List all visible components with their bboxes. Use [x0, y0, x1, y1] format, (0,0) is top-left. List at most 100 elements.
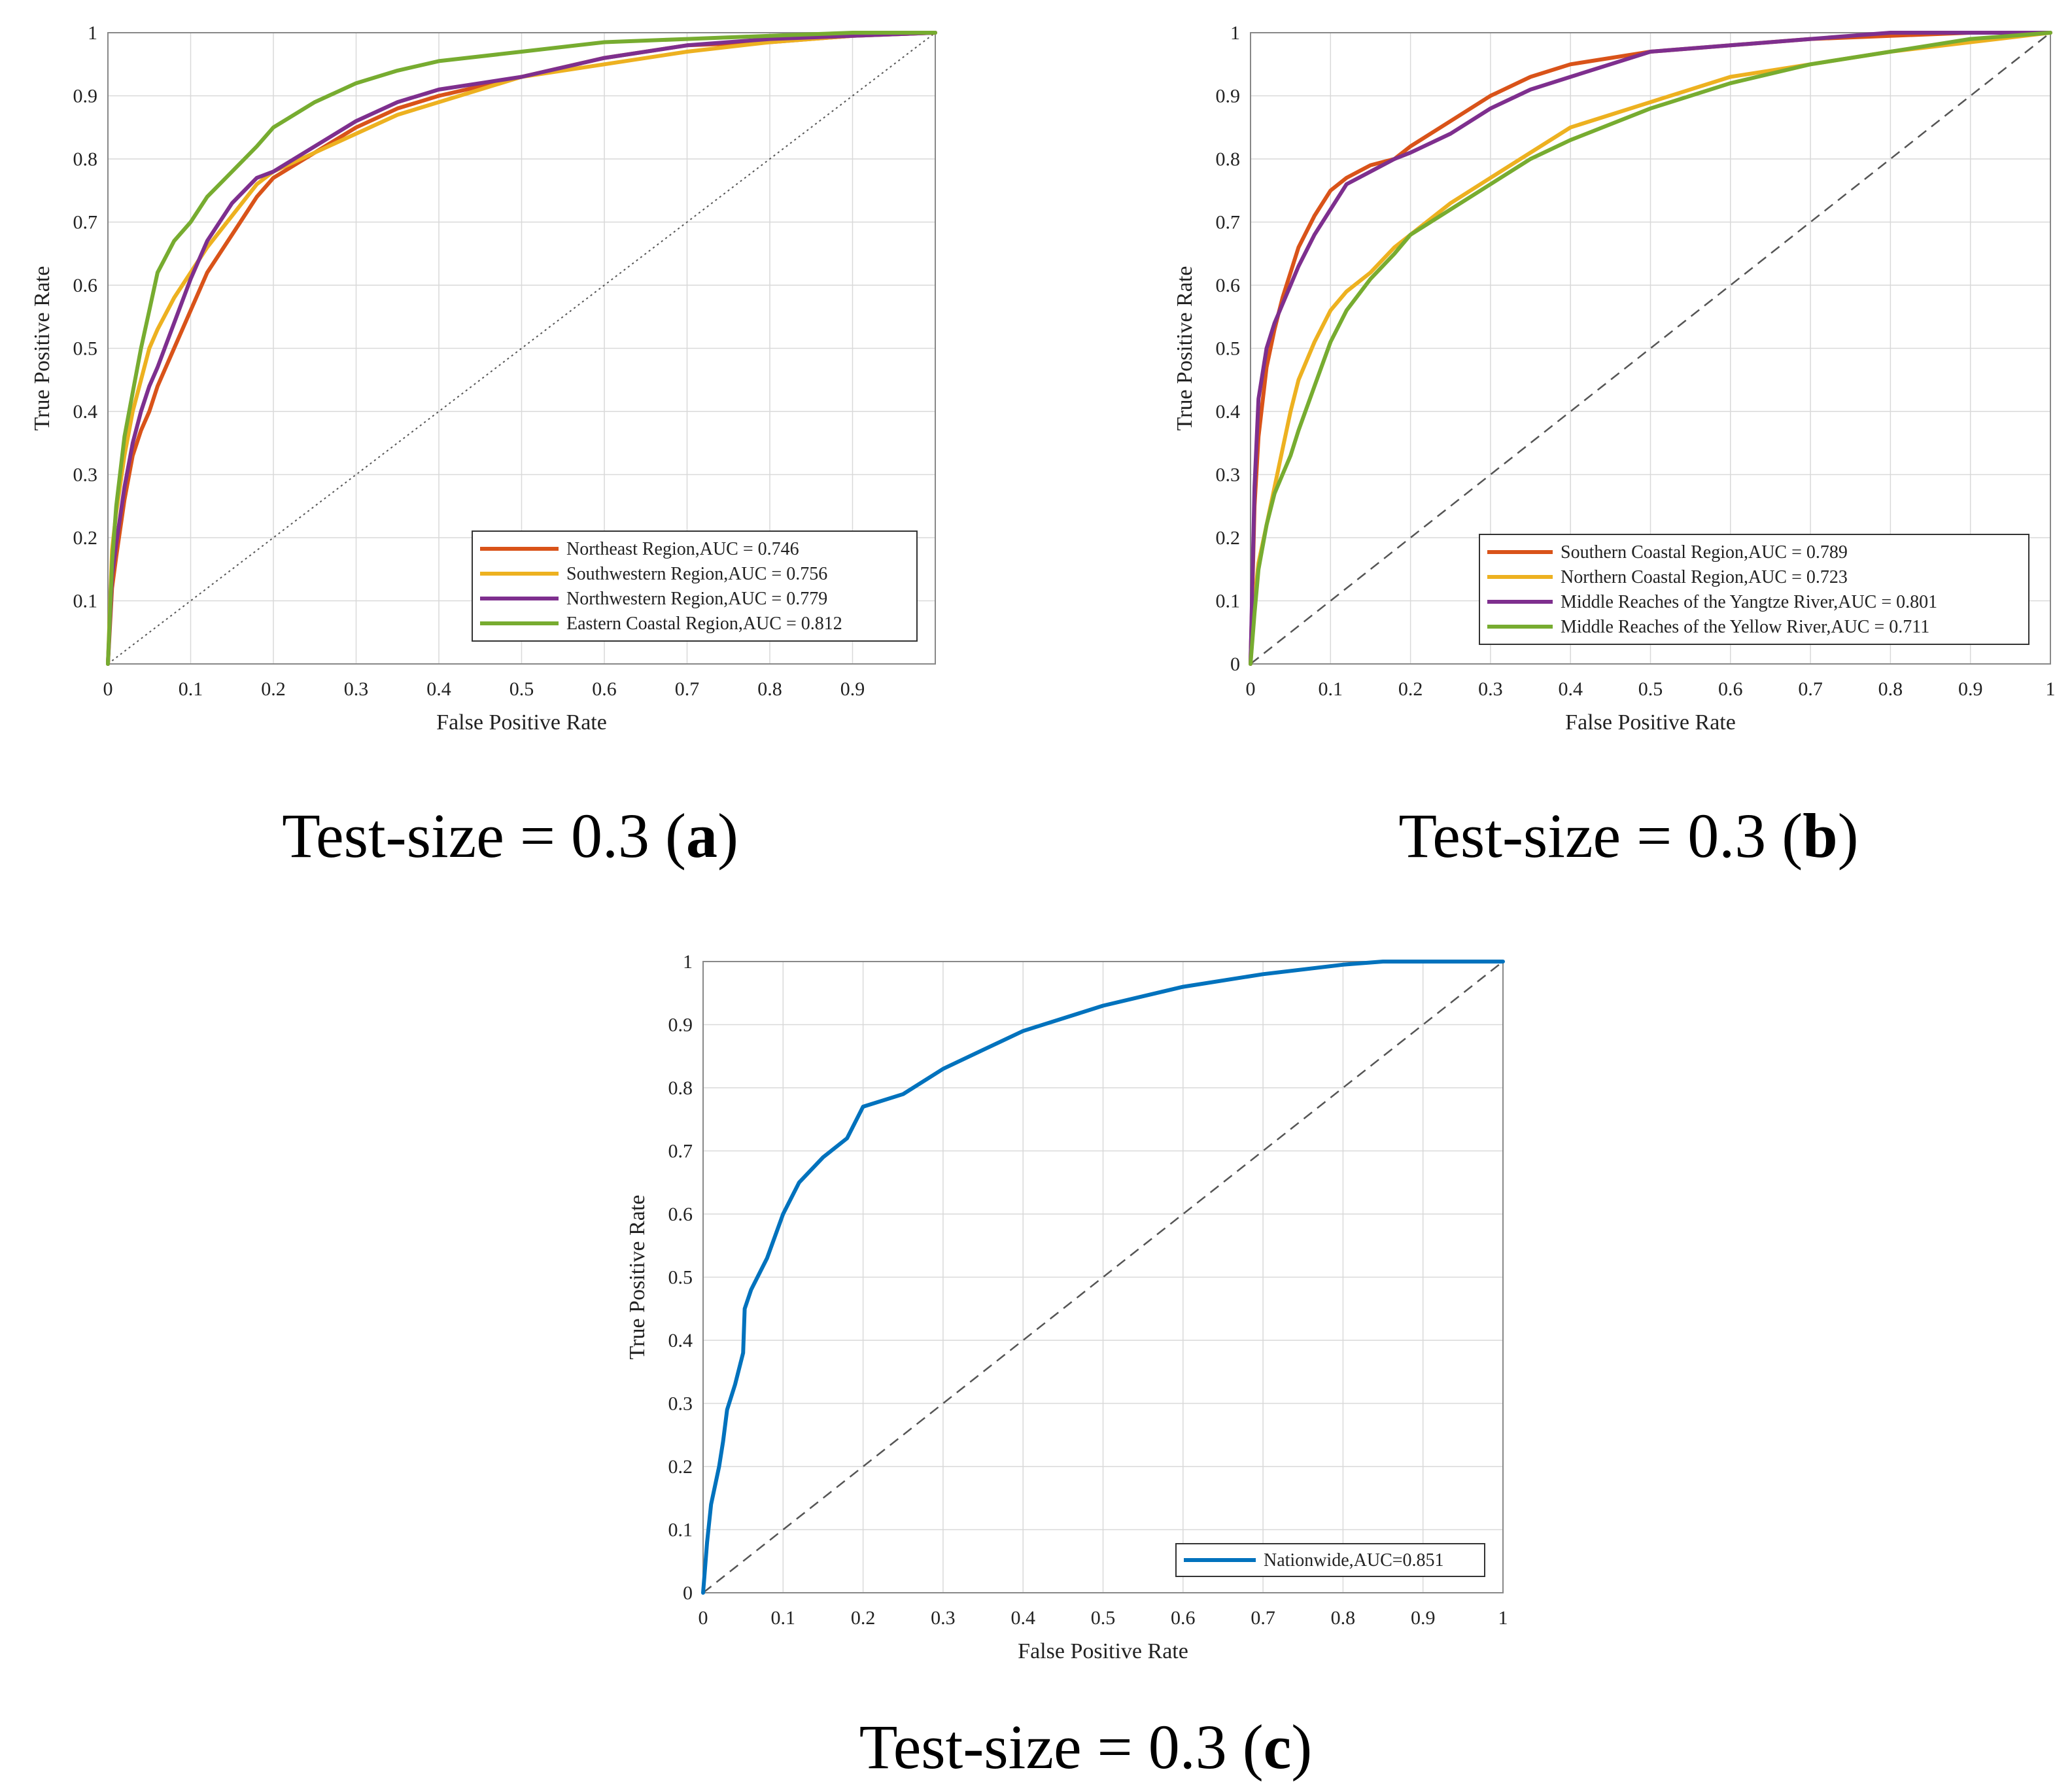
x-tick-label: 0.3 [931, 1607, 956, 1629]
y-tick-label: 0.1 [73, 591, 98, 612]
y-tick-label: 0.2 [668, 1456, 693, 1478]
x-axis-label: False Positive Rate [1565, 710, 1736, 735]
x-tick-label: 0.6 [592, 678, 617, 700]
caption-prefix: Test-size = 0.3 ( [282, 801, 686, 871]
x-tick-label: 0.7 [1251, 1607, 1275, 1629]
x-tick-label: 0.7 [1798, 678, 1823, 700]
roc-panel-c: 0 0.1 0.2 0.3 0.4 0.5 0.6 0.7 0.8 0.9 1 0 0.1 0.2 0.3 0… [625, 951, 1508, 1782]
y-tick-label: 0.9 [73, 86, 98, 107]
y-axis-label: True Positive Rate [30, 266, 54, 431]
plot-frame [107, 32, 936, 665]
x-tick-label: 0.1 [1319, 678, 1343, 700]
x-tick-label: 0.9 [1411, 1607, 1436, 1629]
grid [702, 961, 1504, 1593]
legend-entry-label: Middle Reaches of the Yellow River,AUC =… [1561, 617, 1929, 637]
legend-entry-label: Nationwide,AUC=0.851 [1264, 1550, 1444, 1571]
x-tick-label: 0.4 [1010, 1607, 1035, 1629]
caption-suffix: ) [1838, 801, 1859, 871]
y-tick-label: 0.5 [1216, 338, 1241, 360]
x-tick-label: 0.5 [509, 678, 534, 700]
x-axis-label: False Positive Rate [436, 710, 607, 735]
y-tick-label: 0.6 [1216, 275, 1241, 296]
y-tick-label: 0.4 [73, 401, 98, 423]
legend-entry-label: Southern Coastal Region,AUC = 0.789 [1561, 542, 1848, 563]
roc-curve-line [106, 31, 937, 666]
y-tick-label: 1 [1230, 22, 1240, 44]
panel-caption: Test-size = 0.3 (a) [282, 801, 738, 871]
y-tick-label: 0.9 [668, 1015, 693, 1036]
legend-entry-label: Southwestern Region,AUC = 0.756 [566, 564, 827, 584]
x-tick-label: 0.1 [179, 678, 203, 700]
x-tick-label: 0.2 [851, 1607, 876, 1629]
y-tick-label: 0.7 [1216, 212, 1241, 234]
x-tick-label: 0.6 [1171, 1607, 1196, 1629]
y-tick-label: 0.8 [668, 1077, 693, 1099]
x-tick-label: 0.4 [426, 678, 451, 700]
y-tick-label: 0.4 [668, 1330, 693, 1351]
y-tick-label: 1 [683, 951, 693, 973]
plot-frame [702, 961, 1504, 1593]
y-tick-label: 0.7 [668, 1141, 693, 1162]
x-tick-label: 0.7 [675, 678, 700, 700]
roc-panel-b: 0 0.1 0.2 0.3 0.4 0.5 0.6 0.7 0.8 0.9 1 0 0.1 0.2 0.3 0… [1173, 22, 2056, 871]
x-tick-label: 0.5 [1638, 678, 1663, 700]
x-axis-label: False Positive Rate [1018, 1639, 1188, 1663]
legend-entry-label: Eastern Coastal Region,AUC = 0.812 [566, 614, 842, 634]
y-tick-label: 0.1 [1216, 591, 1241, 612]
y-tick-label: 0.5 [668, 1267, 693, 1289]
caption-panel-letter: a [686, 801, 717, 871]
panel-caption: Test-size = 0.3 (b) [1398, 801, 1858, 871]
y-tick-label: 0.6 [73, 275, 98, 296]
y-tick-label: 0.9 [1216, 86, 1241, 107]
caption-prefix: Test-size = 0.3 ( [859, 1712, 1264, 1782]
y-axis-label: True Positive Rate [1173, 266, 1197, 431]
y-tick-label: 0.3 [73, 464, 98, 486]
roc-curve-line [1249, 31, 2052, 666]
x-tick-label: 1 [2046, 678, 2056, 700]
legend: Southern Coastal Region,AUC = 0.789 North… [1479, 534, 2029, 645]
y-tick-label: 1 [88, 22, 97, 44]
legend: Northeast Region,AUC = 0.746 Southwestern… [472, 530, 918, 642]
legend-entry-label: Northwestern Region,AUC = 0.779 [566, 589, 827, 609]
legend-box [1175, 1543, 1485, 1577]
y-tick-label: 0.2 [1216, 527, 1241, 549]
x-tick-label: 0.4 [1558, 678, 1583, 700]
y-tick-label: 0.6 [668, 1204, 693, 1225]
y-tick-label: 0.5 [73, 338, 98, 360]
x-tick-label: 0.8 [1878, 678, 1903, 700]
x-tick-label: 1 [1498, 1607, 1508, 1629]
x-tick-label: 0 [103, 678, 113, 700]
y-tick-label: 0.4 [1216, 401, 1241, 423]
roc-curve-line [701, 960, 1505, 1595]
legend: Nationwide,AUC=0.851 [1175, 1543, 1485, 1577]
y-tick-label: 0.3 [1216, 464, 1241, 486]
y-tick-label: 0.3 [668, 1393, 693, 1415]
y-tick-label: 0.8 [1216, 148, 1241, 170]
y-tick-label: 0 [683, 1582, 693, 1604]
plot-frame [1250, 32, 2051, 665]
y-tick-label: 0.1 [668, 1520, 693, 1541]
x-tick-label: 0.3 [344, 678, 369, 700]
caption-prefix: Test-size = 0.3 ( [1398, 801, 1803, 871]
legend-entry-label: Northeast Region,AUC = 0.746 [566, 539, 799, 559]
chance-diagonal-line [107, 32, 936, 665]
x-tick-label: 0 [699, 1607, 708, 1629]
x-tick-label: 0.2 [1398, 678, 1423, 700]
caption-suffix: ) [1291, 1712, 1312, 1782]
caption-suffix: ) [717, 801, 738, 871]
x-tick-label: 0.8 [757, 678, 782, 700]
caption-panel-letter: b [1803, 801, 1837, 871]
x-tick-label: 0 [1246, 678, 1256, 700]
x-tick-label: 0.5 [1091, 1607, 1116, 1629]
caption-panel-letter: c [1264, 1712, 1292, 1782]
y-tick-label: 0.8 [73, 148, 98, 170]
legend-entry-label: Middle Reaches of the Yangtze River,AUC … [1561, 592, 1937, 612]
y-tick-label: 0.2 [73, 527, 98, 549]
x-tick-label: 0.3 [1478, 678, 1503, 700]
roc-curve-line [106, 31, 937, 666]
legend-box [1479, 534, 2029, 645]
roc-curve-line [1249, 31, 2052, 666]
x-tick-label: 0.8 [1331, 1607, 1356, 1629]
x-tick-label: 0.2 [261, 678, 286, 700]
